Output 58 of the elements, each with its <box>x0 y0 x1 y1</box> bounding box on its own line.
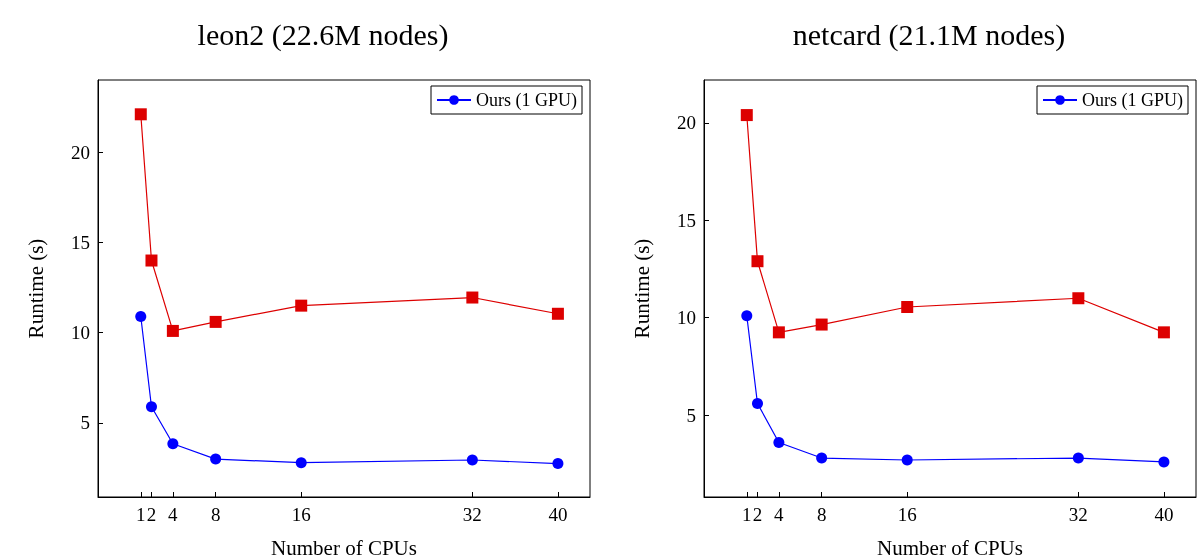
y-axis-title: Runtime (s) <box>629 238 654 339</box>
x-tick-label: 2 <box>752 504 763 525</box>
point <box>552 458 564 470</box>
point <box>751 255 764 268</box>
point <box>772 326 785 339</box>
point <box>135 310 147 322</box>
point <box>815 318 828 331</box>
point <box>901 301 914 314</box>
x-tick-label: 32 <box>462 504 482 525</box>
y-tick-label: 5 <box>686 404 696 426</box>
point <box>295 299 308 312</box>
point <box>901 454 913 466</box>
x-tick-label: 8 <box>210 504 221 525</box>
y-tick-label: 10 <box>677 307 696 329</box>
y-tick-label: 15 <box>71 231 90 253</box>
x-tick-label: 16 <box>897 504 917 525</box>
point <box>295 457 307 469</box>
x-tick-label: 4 <box>168 504 179 525</box>
chart-title: leon2 (22.6M nodes) <box>197 17 449 52</box>
point <box>773 436 785 448</box>
point <box>134 108 147 121</box>
y-tick-label: 15 <box>677 209 696 231</box>
x-axis-title: Number of CPUs <box>271 535 417 559</box>
y-tick-label: 20 <box>71 141 90 163</box>
point <box>816 452 828 464</box>
chart-title: netcard (21.1M nodes) <box>792 17 1066 52</box>
x-tick-label: 32 <box>1068 504 1088 525</box>
y-tick-label: 10 <box>71 322 90 344</box>
x-tick-label: 40 <box>548 504 568 525</box>
y-tick-label: 5 <box>80 412 90 434</box>
point <box>145 254 158 267</box>
point <box>145 401 157 413</box>
x-tick-label: 16 <box>291 504 311 525</box>
y-axis-title: Runtime (s) <box>23 238 48 339</box>
point <box>210 453 222 465</box>
x-tick-label: 8 <box>816 504 827 525</box>
point <box>1157 326 1170 339</box>
point <box>209 315 222 328</box>
legend-label: Ours (1 GPU) <box>476 90 578 111</box>
point <box>166 324 179 337</box>
point <box>167 438 179 450</box>
point <box>751 397 763 409</box>
x-tick-label: 4 <box>774 504 785 525</box>
x-tick-label: 1 <box>136 504 146 525</box>
point <box>740 109 753 122</box>
x-tick-label: 40 <box>1154 504 1174 525</box>
x-axis-title: Number of CPUs <box>877 535 1023 559</box>
y-tick-label: 20 <box>677 112 696 134</box>
legend-label: Ours (1 GPU) <box>1082 90 1184 111</box>
x-tick-label: 1 <box>742 504 752 525</box>
point <box>1072 292 1085 305</box>
point <box>466 291 479 304</box>
point <box>741 310 753 322</box>
point <box>466 454 478 466</box>
x-tick-label: 2 <box>146 504 157 525</box>
point <box>551 307 564 320</box>
point <box>1158 456 1170 468</box>
point <box>1072 452 1084 464</box>
